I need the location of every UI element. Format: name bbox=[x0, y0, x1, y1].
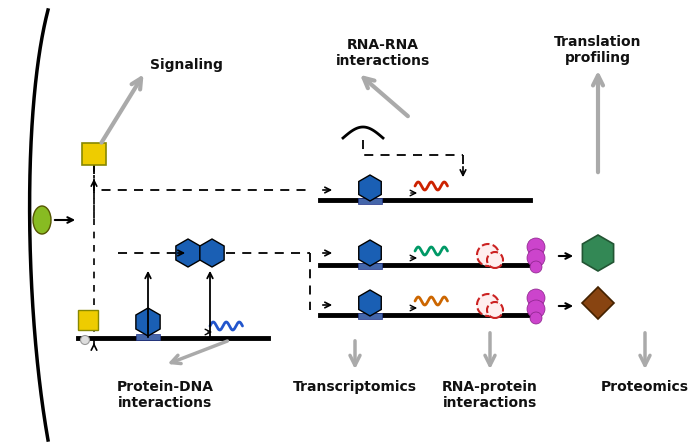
Polygon shape bbox=[176, 239, 200, 267]
Circle shape bbox=[487, 302, 503, 318]
Polygon shape bbox=[582, 287, 614, 319]
Text: Translation
profiling: Translation profiling bbox=[554, 35, 642, 65]
Text: Transcriptomics: Transcriptomics bbox=[293, 380, 417, 394]
Circle shape bbox=[80, 336, 90, 345]
Polygon shape bbox=[358, 175, 382, 201]
Circle shape bbox=[530, 301, 542, 313]
Circle shape bbox=[530, 312, 542, 324]
Polygon shape bbox=[582, 235, 614, 271]
Circle shape bbox=[530, 261, 542, 273]
Circle shape bbox=[527, 289, 545, 307]
FancyBboxPatch shape bbox=[358, 198, 382, 204]
FancyBboxPatch shape bbox=[358, 263, 382, 269]
Polygon shape bbox=[358, 290, 382, 316]
FancyBboxPatch shape bbox=[82, 143, 106, 165]
Text: Protein-DNA
interactions: Protein-DNA interactions bbox=[116, 380, 214, 410]
Circle shape bbox=[527, 249, 545, 267]
Circle shape bbox=[530, 250, 542, 262]
Circle shape bbox=[487, 252, 503, 268]
Polygon shape bbox=[200, 239, 224, 267]
FancyBboxPatch shape bbox=[358, 313, 382, 319]
Circle shape bbox=[527, 300, 545, 318]
Circle shape bbox=[477, 294, 499, 316]
FancyBboxPatch shape bbox=[78, 310, 98, 330]
Circle shape bbox=[527, 238, 545, 256]
Text: Proteomics: Proteomics bbox=[601, 380, 689, 394]
FancyBboxPatch shape bbox=[136, 334, 160, 340]
Text: Signaling: Signaling bbox=[150, 58, 223, 72]
Polygon shape bbox=[136, 308, 160, 336]
Ellipse shape bbox=[33, 206, 51, 234]
Polygon shape bbox=[358, 240, 382, 266]
Text: RNA-protein
interactions: RNA-protein interactions bbox=[442, 380, 538, 410]
Circle shape bbox=[477, 244, 499, 266]
Text: RNA-RNA
interactions: RNA-RNA interactions bbox=[336, 38, 430, 68]
